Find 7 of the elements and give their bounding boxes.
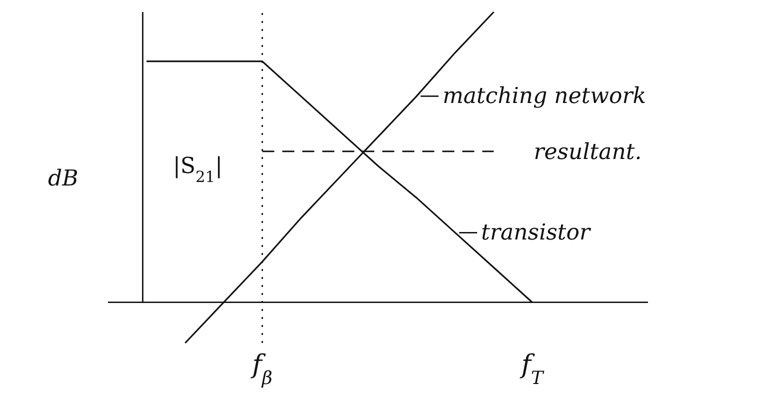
x-tick-label: f$_{T}$: [519, 350, 546, 388]
y-axis-title: dB: [48, 166, 78, 192]
ref-line-label: resultant.: [534, 140, 642, 166]
annotation: |S$_{21}$|: [173, 154, 222, 186]
legend-label: transistor: [481, 220, 592, 246]
x-tick-label: f$_{β}$: [250, 350, 272, 388]
legend-label: matching network: [442, 84, 646, 110]
